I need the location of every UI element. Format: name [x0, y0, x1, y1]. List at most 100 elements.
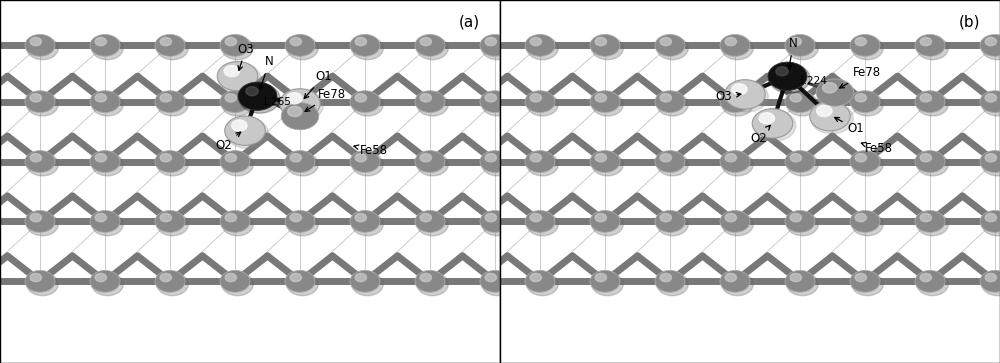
Circle shape — [355, 213, 366, 222]
Circle shape — [155, 270, 185, 292]
Circle shape — [160, 273, 172, 282]
Circle shape — [811, 103, 853, 134]
Circle shape — [90, 270, 120, 292]
Text: O1: O1 — [304, 70, 332, 98]
Circle shape — [155, 211, 185, 232]
Circle shape — [285, 151, 315, 172]
Circle shape — [350, 91, 380, 113]
Circle shape — [982, 93, 1000, 116]
Circle shape — [595, 213, 606, 222]
Circle shape — [27, 273, 58, 295]
Circle shape — [525, 270, 555, 292]
Circle shape — [482, 93, 513, 116]
Circle shape — [95, 94, 106, 102]
Circle shape — [726, 81, 768, 112]
Circle shape — [222, 213, 253, 236]
Circle shape — [225, 154, 236, 162]
Circle shape — [725, 213, 736, 222]
Circle shape — [787, 153, 818, 176]
Circle shape — [655, 211, 685, 232]
Circle shape — [850, 34, 880, 56]
Circle shape — [160, 37, 172, 46]
Circle shape — [160, 154, 172, 162]
Circle shape — [785, 270, 815, 292]
Circle shape — [850, 270, 880, 292]
Circle shape — [660, 273, 672, 282]
Circle shape — [725, 37, 736, 46]
Circle shape — [790, 94, 802, 102]
Circle shape — [787, 93, 818, 116]
Circle shape — [785, 151, 815, 172]
Circle shape — [27, 213, 58, 236]
Circle shape — [852, 153, 883, 176]
Circle shape — [352, 37, 383, 60]
Circle shape — [350, 34, 380, 56]
Circle shape — [220, 34, 250, 56]
Circle shape — [917, 153, 948, 176]
Circle shape — [985, 213, 996, 222]
Circle shape — [855, 213, 866, 222]
Circle shape — [787, 37, 818, 60]
Circle shape — [225, 213, 236, 222]
Circle shape — [852, 37, 883, 60]
Circle shape — [160, 94, 172, 102]
Circle shape — [27, 37, 58, 60]
Circle shape — [482, 213, 513, 236]
Circle shape — [239, 83, 280, 113]
Circle shape — [790, 37, 802, 46]
Circle shape — [25, 91, 55, 113]
Circle shape — [285, 34, 315, 56]
Text: Fe78: Fe78 — [305, 88, 346, 111]
Circle shape — [92, 93, 123, 116]
Circle shape — [281, 102, 319, 130]
Circle shape — [92, 213, 123, 236]
Circle shape — [290, 213, 302, 222]
Circle shape — [655, 91, 685, 113]
Circle shape — [225, 273, 236, 282]
Circle shape — [855, 94, 866, 102]
Circle shape — [290, 154, 302, 162]
Circle shape — [225, 116, 265, 146]
Circle shape — [595, 37, 606, 46]
Circle shape — [720, 151, 750, 172]
Circle shape — [420, 94, 432, 102]
Circle shape — [915, 91, 945, 113]
Circle shape — [290, 37, 302, 46]
Circle shape — [985, 154, 996, 162]
Circle shape — [485, 213, 496, 222]
Circle shape — [287, 153, 318, 176]
Circle shape — [222, 273, 253, 295]
Circle shape — [725, 273, 736, 282]
Circle shape — [722, 153, 753, 176]
Circle shape — [232, 120, 247, 131]
Circle shape — [790, 154, 802, 162]
Circle shape — [30, 94, 42, 102]
Circle shape — [915, 34, 945, 56]
Circle shape — [657, 37, 688, 60]
Text: O1: O1 — [835, 118, 864, 135]
Circle shape — [725, 94, 736, 102]
Circle shape — [287, 37, 318, 60]
Text: Fe58: Fe58 — [861, 142, 893, 155]
Circle shape — [157, 153, 188, 176]
Circle shape — [352, 273, 383, 295]
Circle shape — [157, 37, 188, 60]
Circle shape — [95, 154, 106, 162]
Circle shape — [530, 154, 542, 162]
Circle shape — [527, 153, 558, 176]
Circle shape — [355, 273, 366, 282]
Circle shape — [657, 213, 688, 236]
Circle shape — [485, 154, 496, 162]
Circle shape — [30, 154, 42, 162]
Circle shape — [417, 37, 448, 60]
Circle shape — [850, 211, 880, 232]
Circle shape — [280, 89, 320, 118]
Circle shape — [352, 213, 383, 236]
Circle shape — [985, 37, 996, 46]
Circle shape — [810, 101, 850, 131]
Circle shape — [592, 93, 623, 116]
Circle shape — [480, 91, 510, 113]
Circle shape — [155, 91, 185, 113]
Circle shape — [595, 273, 606, 282]
Circle shape — [787, 273, 818, 295]
